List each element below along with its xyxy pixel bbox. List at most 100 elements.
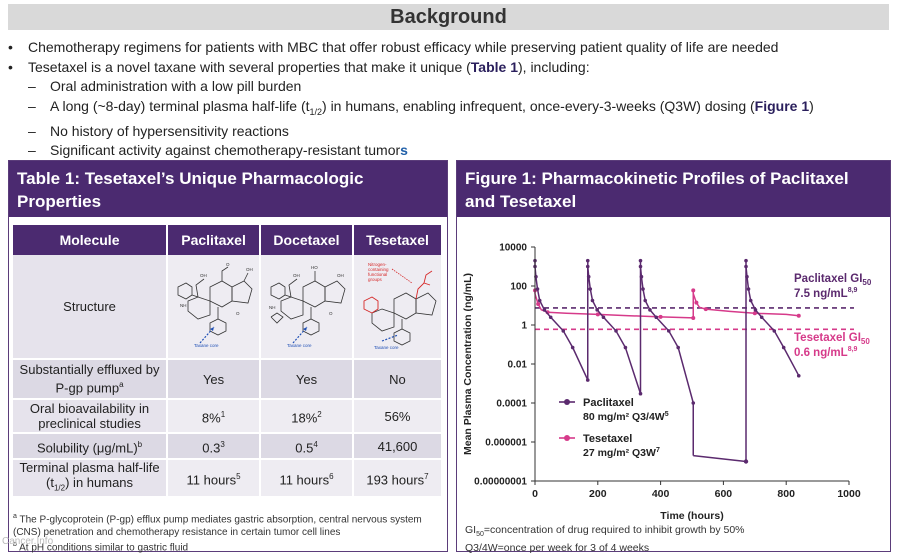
- svg-text:O: O: [236, 311, 240, 316]
- tesetaxel-point: [752, 311, 757, 316]
- paclitaxel-structure: OH O OH NH O Taxane core: [167, 255, 262, 360]
- paclitaxel-curve-1: [534, 260, 589, 381]
- legend-paclitaxel-swatch-dot: [564, 399, 570, 405]
- legend-tesetaxel-swatch-dot: [564, 435, 570, 441]
- cell-pgp-paclitaxel: Yes: [167, 359, 262, 400]
- paclitaxel-drop-line: [693, 454, 747, 463]
- sub-bullet-1: – Oral administration with a low pill bur…: [28, 78, 302, 94]
- x-tick-label: 0: [532, 488, 538, 500]
- y-tick-label: 0.00000001: [474, 477, 527, 488]
- table-panel: Table 1: Tesetaxel’s Unique Pharmacologi…: [8, 160, 448, 555]
- header-docetaxel: Docetaxel: [260, 225, 354, 255]
- paclitaxel-gi50-label-title: Paclitaxel GI50: [794, 273, 872, 287]
- y-tick-label: 0.01: [508, 360, 528, 371]
- taxane-core-label-1: Taxane core: [194, 343, 219, 348]
- row-label-bioavailability: Oral bioavailability in preclinical stud…: [13, 399, 169, 434]
- cell-hl-tesetaxel: 193 hours7: [352, 459, 444, 498]
- legend-paclitaxel-name: Paclitaxel: [583, 397, 634, 409]
- tesetaxel-gi50-label-title: Tesetaxel GI50: [794, 332, 870, 346]
- cell-hl-docetaxel: 11 hours6: [260, 459, 354, 498]
- paclitaxel-point: [542, 308, 547, 312]
- cell-hl-paclitaxel: 11 hours5: [167, 459, 262, 498]
- row-label-solubility: Solubility (μg/mL)b: [13, 433, 169, 460]
- legend-tesetaxel-dose: 27 mg/m² Q3W7: [583, 447, 660, 459]
- row-label-halflife: Terminal plasma half-life (t1/2) in huma…: [13, 459, 169, 498]
- sub-bullet-2: – A long (~8-day) terminal plasma half-li…: [28, 97, 814, 117]
- cell-pgp-docetaxel: Yes: [260, 359, 354, 400]
- paclitaxel-point: [759, 315, 764, 320]
- figure-panel: Figure 1: Pharmacokinetic Profiles of Pa…: [456, 160, 891, 554]
- pk-chart-svg: 10000 100 1 0.01 0.0001 0.000001 0.00000001 0 20…: [462, 243, 872, 523]
- paclitaxel-point: [746, 287, 751, 291]
- x-tick-label: 600: [715, 488, 733, 500]
- cell-bio-tesetaxel: 56%: [352, 399, 444, 434]
- y-tick-label: 0.0001: [496, 399, 527, 410]
- background-title: Background: [8, 4, 889, 30]
- paclitaxel-point: [590, 298, 595, 303]
- pk-chart: 10000 100 1 0.01 0.0001 0.000001 0.00000001 0 20…: [457, 221, 890, 523]
- y-axis-label: Mean Plasma Concentration (ng/mL): [462, 273, 474, 455]
- svg-text:HO: HO: [311, 265, 318, 270]
- paclitaxel-point: [623, 345, 628, 350]
- paclitaxel-point: [748, 298, 753, 303]
- y-tick-label: 1: [521, 321, 527, 332]
- paclitaxel-point: [676, 345, 680, 350]
- row-label-structure: Structure: [13, 255, 169, 360]
- cell-bio-paclitaxel: 8%1: [167, 399, 262, 434]
- x-tick-label: 1000: [837, 488, 861, 500]
- table-row-solubility: Solubility (μg/mL)b 0.33 0.54 41,600: [13, 433, 444, 460]
- svg-text:O: O: [226, 262, 230, 267]
- svg-text:NH: NH: [269, 305, 276, 310]
- x-tick-label: 200: [589, 488, 607, 500]
- paclitaxel-point: [643, 298, 648, 303]
- paclitaxel-point: [548, 315, 553, 320]
- docetaxel-structure: OH HO OH NH O Taxane core: [260, 255, 354, 360]
- header-paclitaxel: Paclitaxel: [167, 225, 262, 255]
- x-axis-label: Time (hours): [660, 510, 723, 521]
- paclitaxel-point: [796, 373, 801, 378]
- tesetaxel-point: [796, 313, 801, 318]
- figure-footnote-gi50: GI50=concentration of drug required to i…: [465, 524, 745, 539]
- figure-footnote-q34w: Q3/4W=once per week for 3 of 4 weeks: [465, 541, 650, 554]
- cell-pgp-tesetaxel: No: [352, 359, 444, 400]
- paclitaxel-gi50-label-value: 7.5 ng/mL8,9: [794, 287, 858, 300]
- paclitaxel-point: [654, 315, 659, 320]
- paclitaxel-point: [753, 308, 758, 312]
- paclitaxel-point: [641, 287, 645, 291]
- header-molecule: Molecule: [13, 225, 169, 255]
- header-tesetaxel: Tesetaxel: [352, 225, 444, 255]
- y-tick-label: 10000: [499, 243, 527, 254]
- legend-tesetaxel-name: Tesetaxel: [583, 433, 632, 445]
- paclitaxel-point: [666, 329, 671, 333]
- cell-sol-paclitaxel: 0.33: [167, 433, 262, 460]
- svg-text:OH: OH: [246, 267, 253, 272]
- cell-sol-docetaxel: 0.54: [260, 433, 354, 460]
- y-tick-label: 0.000001: [485, 438, 527, 449]
- paclitaxel-point: [561, 329, 566, 333]
- table-row-halflife: Terminal plasma half-life (t1/2) in huma…: [13, 459, 444, 498]
- background-bullets: Chemotherapy regimens for patients with …: [8, 38, 893, 161]
- sub-bullet-4: – Significant activity against chemothera…: [28, 142, 408, 159]
- tesetaxel-point: [694, 300, 699, 305]
- cell-sol-tesetaxel: 41,600: [352, 433, 444, 460]
- paclitaxel-point: [772, 329, 777, 333]
- tesetaxel-gi50-label-value: 0.6 ng/mL8,9: [794, 346, 858, 359]
- paclitaxel-point: [743, 459, 749, 464]
- taxane-core-label-2: Taxane core: [287, 343, 312, 348]
- paclitaxel-curve-3: [639, 260, 695, 404]
- table-row-pgp: Substantially effluxed by P-gp pumpa Yes…: [13, 359, 444, 400]
- paclitaxel-structure-image: OH O OH NH O Taxane core: [177, 262, 253, 348]
- figure-title: Figure 1: Pharmacokinetic Profiles of Pa…: [457, 161, 890, 217]
- paclitaxel-curve-2: [587, 260, 642, 394]
- paclitaxel-point: [570, 345, 575, 350]
- svg-text:NH: NH: [180, 303, 187, 308]
- paclitaxel-point: [588, 287, 593, 291]
- tesetaxel-structure-image: Nitrogen-containing functional groups Taxa…: [364, 262, 437, 350]
- paclitaxel-point: [601, 315, 606, 320]
- tesetaxel-curve-1: [534, 290, 694, 319]
- paclitaxel-point: [648, 308, 652, 312]
- table-title: Table 1: Tesetaxel’s Unique Pharmacologi…: [9, 161, 447, 217]
- table-footnotes: a The P-glycoprotein (P-gp) efflux pump …: [13, 511, 445, 555]
- svg-text:OH: OH: [200, 273, 207, 278]
- docetaxel-structure-image: OH HO OH NH O Taxane core: [269, 265, 345, 348]
